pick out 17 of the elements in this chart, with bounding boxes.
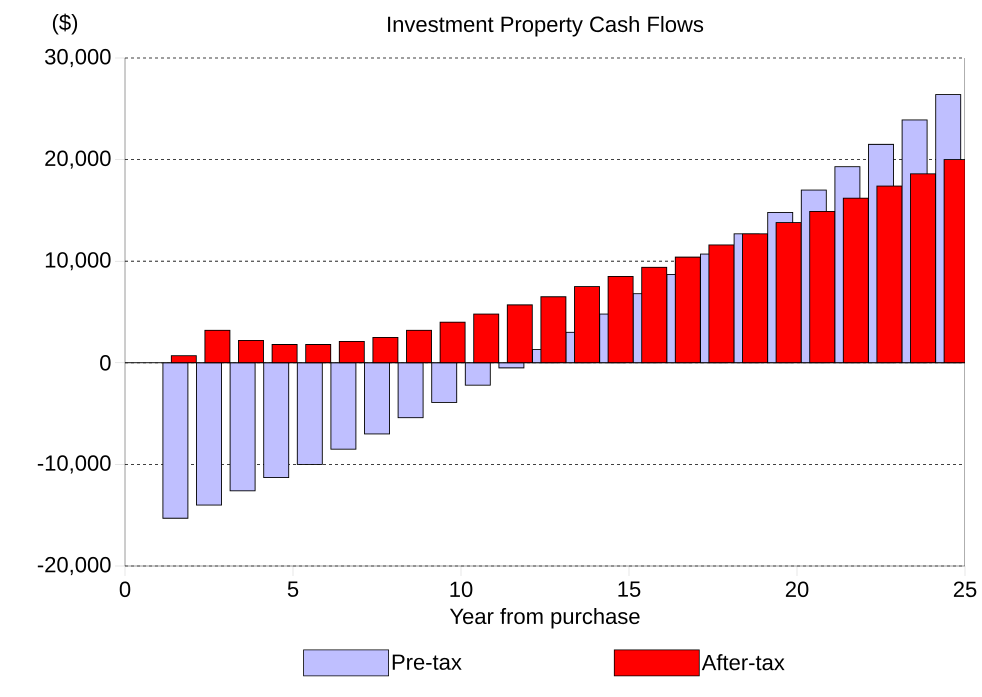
y-tick-label: 30,000 [45, 48, 111, 68]
y-axis-title: ($) [52, 14, 78, 34]
y-tick-label: -20,000 [38, 556, 111, 576]
y-tick-label: -10,000 [38, 455, 111, 474]
y-tick-label: 20,000 [45, 150, 111, 169]
y-tick-label: 10,000 [46, 252, 111, 270]
x-tick-label: 10 [450, 582, 472, 598]
legend-label: After-tax [702, 654, 785, 670]
x-tick-label: 0 [120, 582, 130, 598]
x-tick-label: 25 [954, 582, 976, 598]
x-tick-label: 15 [618, 582, 640, 597]
x-tick-label: 5 [288, 582, 298, 597]
x-tick-label: 20 [786, 582, 808, 598]
chart-title: Investment Property Cash Flows [388, 16, 704, 36]
x-axis-title: Year from purchase [450, 608, 640, 628]
legend-label: Pre-tax [392, 654, 462, 670]
y-tick-label: 0 [100, 355, 111, 371]
